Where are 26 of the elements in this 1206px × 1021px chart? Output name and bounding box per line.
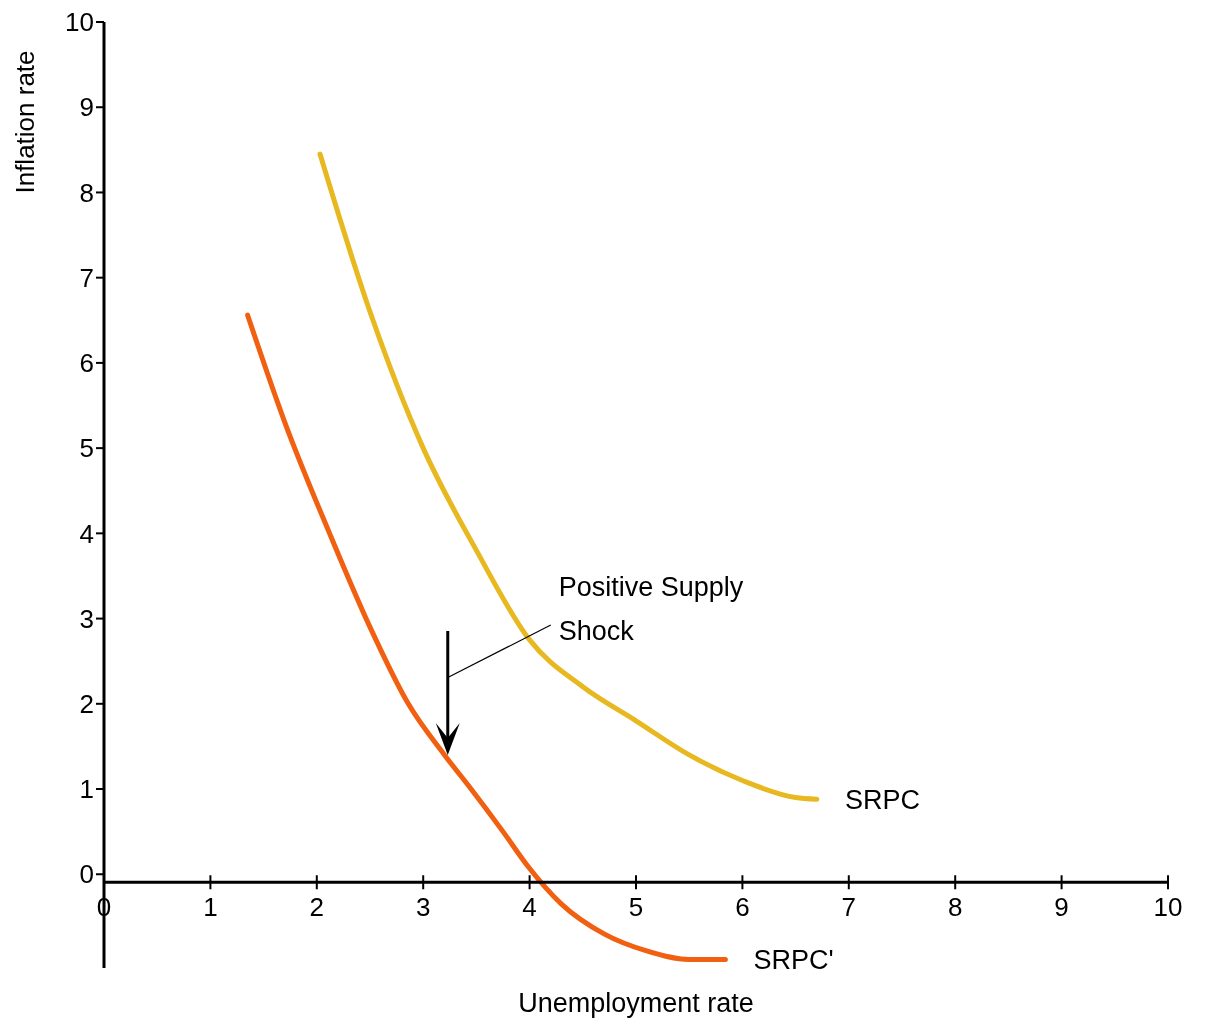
annotation: Positive Supply Shock <box>558 571 744 648</box>
y-tick-label: 0 <box>79 859 94 890</box>
y-tick-label: 1 <box>79 774 94 805</box>
x-tick-label: 5 <box>628 892 644 923</box>
x-tick-label: 2 <box>309 892 325 923</box>
x-tick-label: 3 <box>415 892 431 923</box>
y-tick-label: 2 <box>79 689 94 720</box>
y-tick-label: 7 <box>79 262 94 293</box>
x-tick-label: 1 <box>203 892 218 923</box>
x-tick-label: 4 <box>522 892 537 923</box>
x-tick-label: 7 <box>841 892 857 923</box>
x-axis-title: Unemployment rate <box>518 988 754 1018</box>
y-axis-title: Inflation rate <box>10 50 40 194</box>
series-label: SRPC <box>844 785 920 816</box>
y-tick-label: 8 <box>79 177 94 208</box>
x-tick-label: 9 <box>1054 892 1069 923</box>
y-tick-label: 6 <box>79 348 94 379</box>
y-tick-label: 5 <box>79 433 94 464</box>
y-tick-label: 3 <box>79 603 94 634</box>
x-tick-label: 10 <box>1153 892 1183 923</box>
x-tick-label: 8 <box>947 892 963 923</box>
series-label: SRPC' <box>753 945 834 976</box>
y-tick-label: 9 <box>79 92 94 123</box>
y-tick-label: 4 <box>79 518 94 549</box>
x-tick-label: 6 <box>735 892 750 923</box>
y-tick-label: 10 <box>65 7 94 38</box>
